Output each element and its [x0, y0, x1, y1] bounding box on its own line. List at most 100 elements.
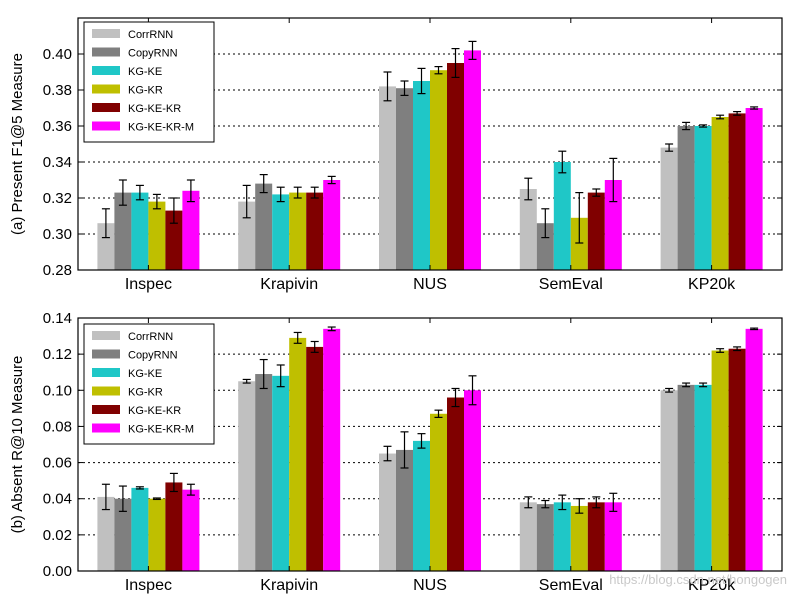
legend: CorrRNN CopyRNN KG-KE KG-KR KG-KE-KR KG-KE-KR…	[83, 323, 215, 445]
legend-label: CopyRNN	[128, 350, 178, 362]
bar-copyrnn-inspec	[114, 192, 132, 270]
legend-swatch	[92, 405, 120, 414]
y-tick-label: 0.32	[43, 190, 72, 207]
category-label: SemEval	[539, 276, 603, 293]
legend-swatch	[92, 349, 120, 359]
legend-swatch	[92, 29, 120, 38]
bar-kg-ke-kr-m-inspec	[182, 489, 200, 571]
legend-swatch	[92, 121, 120, 131]
bar-copyrnn-kp20k	[677, 384, 695, 571]
bar-copyrnn-krapivin	[255, 183, 273, 270]
bar-kg-ke-kr-nus	[447, 397, 464, 571]
y-tick-label: 0.10	[43, 382, 72, 399]
y-tick-label: 0.30	[43, 226, 72, 243]
legend-swatch	[92, 47, 120, 57]
legend-label: KG-KE	[128, 368, 162, 380]
bar-kg-kr-semeval	[570, 217, 588, 270]
bar-kg-ke-kr-kp20k	[728, 348, 746, 571]
category-label: Krapivin	[260, 276, 318, 293]
panel-a-present-f1: Inspec Krapivin NUS SemEval KP20k 0.28 0.30 0.3…	[9, 17, 783, 293]
y-tick-label: 0.12	[43, 346, 72, 363]
bar-kg-ke-kr-m-kp20k	[745, 328, 763, 571]
bar-kg-ke-kr-m-nus	[464, 50, 481, 271]
bar-kg-ke-inspec	[131, 487, 149, 571]
bar-kg-ke-nus	[413, 440, 430, 571]
bar-kg-kr-inspec	[148, 201, 166, 270]
legend: CorrRNN CopyRNN KG-KE KG-KR KG-KE-KR KG-KE-KR…	[83, 21, 215, 143]
bar-kg-ke-kr-m-kp20k	[745, 108, 763, 270]
legend-swatch	[92, 386, 120, 396]
legend-swatch	[92, 368, 120, 377]
bar-kg-ke-kr-kp20k	[728, 113, 746, 271]
bar-kg-ke-kr-m-krapivin	[323, 180, 341, 270]
bar-corrrnn-nus	[379, 86, 396, 271]
y-tick-label: 0.08	[43, 418, 72, 435]
legend-label: CorrRNN	[128, 29, 173, 41]
bar-corrrnn-inspec	[97, 223, 115, 270]
bar-kg-ke-kr-m-semeval	[604, 502, 622, 571]
bar-corrrnn-krapivin	[238, 381, 256, 571]
bar-copyrnn-krapivin	[255, 374, 273, 571]
bar-corrrnn-krapivin	[238, 201, 256, 270]
bar-kg-ke-inspec	[131, 192, 149, 270]
bar-corrrnn-inspec	[97, 496, 115, 571]
legend-label: KG-KE-KR	[128, 405, 181, 417]
bar-kg-kr-inspec	[148, 498, 166, 571]
bar-kg-ke-nus	[413, 81, 430, 270]
category-label: SemEval	[539, 577, 603, 594]
y-tick-label: 0.14	[43, 310, 72, 327]
bar-kg-ke-kr-inspec	[165, 210, 183, 270]
bar-kg-ke-kr-m-inspec	[182, 190, 200, 270]
legend-label: KG-KE-KR-M	[128, 122, 194, 134]
legend-label: KG-KR	[128, 85, 163, 97]
bar-copyrnn-semeval	[536, 504, 554, 571]
bar-kg-ke-kr-semeval	[587, 502, 605, 571]
legend-label: KG-KE	[128, 66, 162, 78]
bar-kg-ke-semeval	[553, 162, 571, 270]
y-axis-label: (a) Present F1@5 Measure	[9, 53, 26, 235]
bar-copyrnn-kp20k	[677, 126, 695, 270]
y-tick-label: 0.28	[43, 262, 72, 279]
bar-kg-kr-nus	[430, 413, 447, 571]
bar-kg-kr-kp20k	[711, 117, 729, 270]
bar-kg-ke-kp20k	[694, 384, 712, 571]
bar-copyrnn-semeval	[536, 223, 554, 270]
bar-kg-ke-kr-m-semeval	[604, 180, 622, 270]
bar-kg-kr-nus	[430, 70, 447, 270]
y-axis-label: (b) Absent R@10 Measure	[9, 356, 26, 534]
y-tick-label: 0.34	[43, 154, 72, 171]
bar-kg-ke-kr-inspec	[165, 482, 183, 571]
legend-label: CorrRNN	[128, 331, 173, 343]
bar-kg-ke-kr-semeval	[587, 192, 605, 270]
bar-kg-ke-krapivin	[272, 194, 290, 270]
category-label: Inspec	[125, 276, 172, 293]
bar-corrrnn-kp20k	[660, 147, 678, 270]
category-label: KP20k	[688, 577, 736, 594]
bar-corrrnn-semeval	[519, 189, 537, 270]
legend-swatch	[92, 66, 120, 75]
legend-swatch	[92, 103, 120, 112]
bar-copyrnn-nus	[396, 88, 413, 270]
y-tick-label: 0.04	[43, 491, 72, 508]
y-tick-label: 0.36	[43, 118, 72, 135]
legend-label: KG-KE-KR	[128, 103, 181, 115]
y-tick-label: 0.02	[43, 527, 72, 544]
bar-kg-kr-kp20k	[711, 350, 729, 571]
y-tick-label: 0.40	[43, 46, 72, 63]
y-tick-label: 0.38	[43, 82, 72, 99]
y-tick-label: 0.00	[43, 563, 72, 580]
legend-swatch	[92, 331, 120, 340]
legend-label: CopyRNN	[128, 48, 178, 60]
bar-kg-ke-kr-m-nus	[464, 390, 481, 571]
bar-corrrnn-nus	[379, 453, 396, 571]
legend-swatch	[92, 84, 120, 94]
bar-kg-kr-krapivin	[289, 337, 307, 571]
bar-kg-ke-kr-m-krapivin	[323, 328, 341, 571]
category-label: Krapivin	[260, 577, 318, 594]
bar-kg-ke-kr-krapivin	[306, 192, 324, 270]
category-label: Inspec	[125, 577, 172, 594]
legend-swatch	[92, 423, 120, 433]
watermark: https://blog.csdn.net/hongogen	[609, 572, 787, 587]
panel-b-absent-r10: Inspec Krapivin NUS SemEval KP20k 0.00 0.02 0.0…	[9, 310, 783, 594]
category-label: KP20k	[688, 276, 736, 293]
